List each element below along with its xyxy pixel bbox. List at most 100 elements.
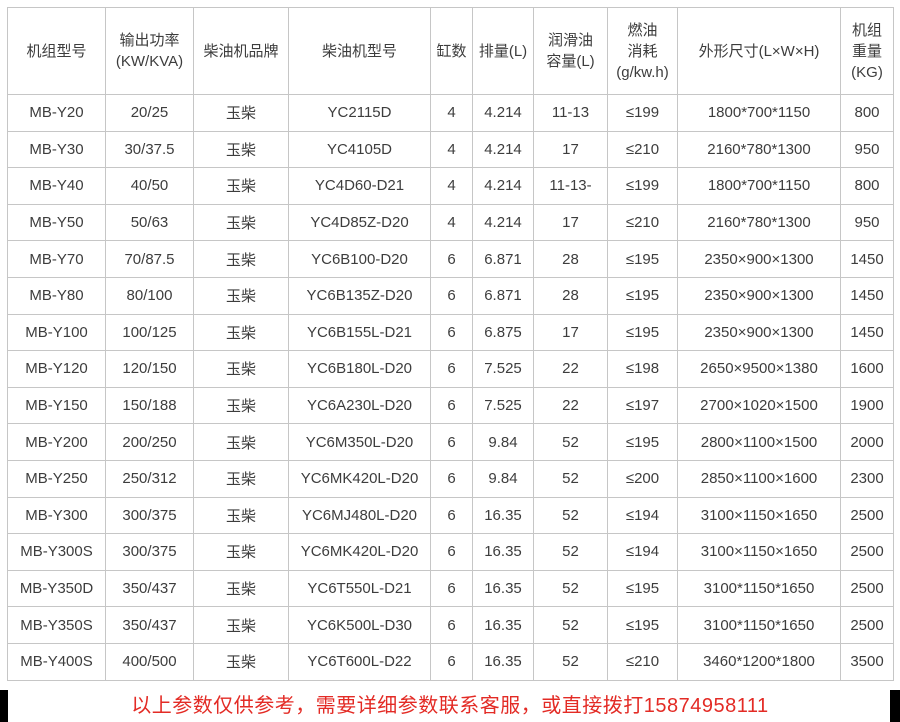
- table-cell: 玉柴: [193, 167, 289, 205]
- column-header: 输出功率 (KW/KVA): [105, 7, 194, 95]
- table-cell: 3460*1200*1800: [677, 642, 841, 681]
- table-cell: MB-Y150: [7, 386, 106, 425]
- table-cell: 120/150: [105, 350, 194, 388]
- table-cell: 1450: [840, 313, 894, 352]
- table-cell: 28: [533, 240, 608, 278]
- table-cell: 6: [430, 240, 473, 278]
- table-cell: ≤194: [607, 533, 678, 571]
- table-cell: 2350×900×1300: [677, 240, 841, 278]
- table-cell: 52: [533, 533, 608, 571]
- table-cell: 2500: [840, 496, 894, 535]
- table-cell: MB-Y350S: [7, 606, 106, 644]
- table-cell: 6: [430, 459, 473, 498]
- table-cell: ≤195: [607, 606, 678, 644]
- table-cell: YC6MK420L-D20: [288, 533, 431, 571]
- table-cell: YC6B180L-D20: [288, 350, 431, 388]
- table-cell: 16.35: [472, 569, 534, 608]
- table-cell: 11-13: [533, 94, 608, 132]
- table-row: MB-Y80 80/100 玉柴 YC6B135Z-D20 6 6.871 28 ≤195 23…: [7, 276, 894, 315]
- table-cell: 28: [533, 276, 608, 315]
- table-cell: MB-Y400S: [7, 642, 106, 681]
- table-cell: 200/250: [105, 423, 194, 461]
- table-cell: MB-Y50: [7, 203, 106, 242]
- table-cell: 17: [533, 313, 608, 352]
- table-cell: 2500: [840, 533, 894, 571]
- table-cell: 玉柴: [193, 350, 289, 388]
- table-cell: ≤195: [607, 423, 678, 461]
- column-header: 润滑油 容量(L): [533, 7, 608, 95]
- table-cell: YC4D85Z-D20: [288, 203, 431, 242]
- table-cell: 300/375: [105, 496, 194, 535]
- table-cell: 3100×1150×1650: [677, 533, 841, 571]
- table-cell: 玉柴: [193, 94, 289, 132]
- table-cell: MB-Y30: [7, 130, 106, 169]
- table-cell: 2850×1100×1600: [677, 459, 841, 498]
- footer-notice-text: 以上参数仅供参考，需要详细参数联系客服，或直接拨打15874958111: [131, 694, 769, 717]
- footer-notice-bar: 以上参数仅供参考，需要详细参数联系客服，或直接拨打15874958111: [0, 684, 900, 722]
- table-row: MB-Y200 200/250 玉柴 YC6M350L-D20 6 9.84 52 ≤195 2…: [7, 423, 894, 461]
- table-cell: 玉柴: [193, 533, 289, 571]
- table-row: MB-Y20 20/25 玉柴 YC2115D 4 4.214 11-13 ≤199 1800*…: [7, 94, 894, 132]
- table-cell: YC6T550L-D21: [288, 569, 431, 608]
- table-cell: 3500: [840, 642, 894, 681]
- table-cell: 3100*1150*1650: [677, 569, 841, 608]
- table-cell: YC6MK420L-D20: [288, 459, 431, 498]
- table-cell: 2300: [840, 459, 894, 498]
- table-cell: YC6MJ480L-D20: [288, 496, 431, 535]
- table-cell: 2800×1100×1500: [677, 423, 841, 461]
- table-cell: 2160*780*1300: [677, 203, 841, 242]
- table-cell: 800: [840, 167, 894, 205]
- table-cell: 6.875: [472, 313, 534, 352]
- table-cell: 4.214: [472, 167, 534, 205]
- table-cell: 50/63: [105, 203, 194, 242]
- column-header: 机组型号: [7, 7, 106, 95]
- table-cell: 7.525: [472, 386, 534, 425]
- table-cell: ≤198: [607, 350, 678, 388]
- table-cell: 玉柴: [193, 240, 289, 278]
- table-cell: 22: [533, 350, 608, 388]
- table-cell: 22: [533, 386, 608, 425]
- table-cell: 6: [430, 423, 473, 461]
- column-header: 外形尺寸(L×W×H): [677, 7, 841, 95]
- table-cell: 玉柴: [193, 569, 289, 608]
- table-cell: 2160*780*1300: [677, 130, 841, 169]
- table-cell: YC4D60-D21: [288, 167, 431, 205]
- column-header: 燃油 消耗 (g/kw.h): [607, 7, 678, 95]
- table-cell: ≤197: [607, 386, 678, 425]
- table-cell: 300/375: [105, 533, 194, 571]
- table-cell: 52: [533, 459, 608, 498]
- table-cell: 6: [430, 569, 473, 608]
- table-cell: 玉柴: [193, 203, 289, 242]
- table-row: MB-Y350D 350/437 玉柴 YC6T550L-D21 6 16.35 52 ≤19…: [7, 569, 894, 608]
- table-cell: YC2115D: [288, 94, 431, 132]
- table-cell: 4: [430, 130, 473, 169]
- header-row: 机组型号 输出功率 (KW/KVA) 柴油机品牌 柴油机型号 缸数 排量(L) 润滑油 容量…: [7, 7, 894, 95]
- table-cell: 玉柴: [193, 313, 289, 352]
- table-cell: YC6K500L-D30: [288, 606, 431, 644]
- table-cell: 4: [430, 167, 473, 205]
- table-cell: 1600: [840, 350, 894, 388]
- table-row: MB-Y400S 400/500 玉柴 YC6T600L-D22 6 16.35 52 ≤21…: [7, 642, 894, 681]
- table-cell: 350/437: [105, 569, 194, 608]
- table-cell: 1800*700*1150: [677, 94, 841, 132]
- table-cell: 16.35: [472, 533, 534, 571]
- table-cell: YC6T600L-D22: [288, 642, 431, 681]
- table-cell: 20/25: [105, 94, 194, 132]
- table-cell: 3100*1150*1650: [677, 606, 841, 644]
- column-header: 柴油机型号: [288, 7, 431, 95]
- table-cell: 6: [430, 350, 473, 388]
- table-cell: 4.214: [472, 203, 534, 242]
- table-cell: 100/125: [105, 313, 194, 352]
- table-cell: 150/188: [105, 386, 194, 425]
- table-cell: 7.525: [472, 350, 534, 388]
- table-cell: 9.84: [472, 459, 534, 498]
- table-cell: MB-Y40: [7, 167, 106, 205]
- table-cell: YC6B135Z-D20: [288, 276, 431, 315]
- table-cell: ≤199: [607, 94, 678, 132]
- table-cell: YC6A230L-D20: [288, 386, 431, 425]
- black-bar-left: [0, 690, 8, 722]
- table-cell: 52: [533, 496, 608, 535]
- table-cell: 6: [430, 642, 473, 681]
- table-cell: 350/437: [105, 606, 194, 644]
- table-cell: 16.35: [472, 642, 534, 681]
